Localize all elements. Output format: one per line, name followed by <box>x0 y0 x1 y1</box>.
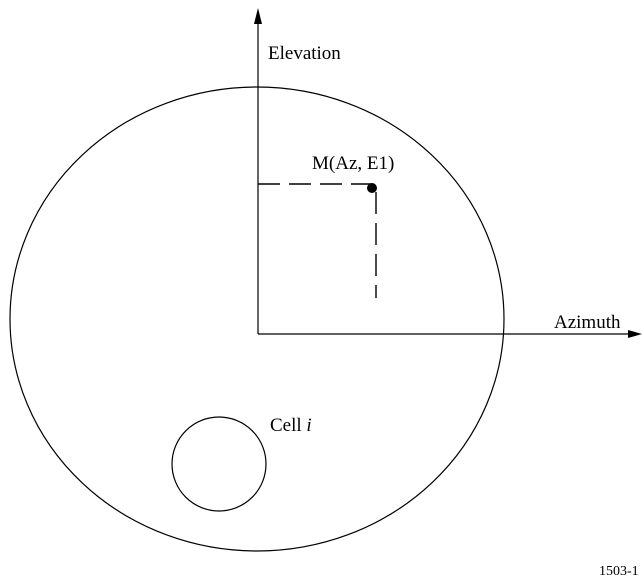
azimuth-label: Azimuth <box>554 312 621 333</box>
point-label: M(Az, E1) <box>312 153 394 174</box>
figure-id: 1503-1 <box>599 564 639 578</box>
coverage-circle <box>9 86 505 552</box>
cell-label: Cell i <box>270 415 312 436</box>
cell-label-text: Cell <box>270 415 302 436</box>
azimuth-arrow <box>628 330 642 338</box>
point-m <box>367 183 377 193</box>
cell-label-variable: i <box>306 415 311 436</box>
elevation-label: Elevation <box>268 43 341 64</box>
elevation-arrow <box>254 8 262 24</box>
cell-circle <box>171 416 267 512</box>
